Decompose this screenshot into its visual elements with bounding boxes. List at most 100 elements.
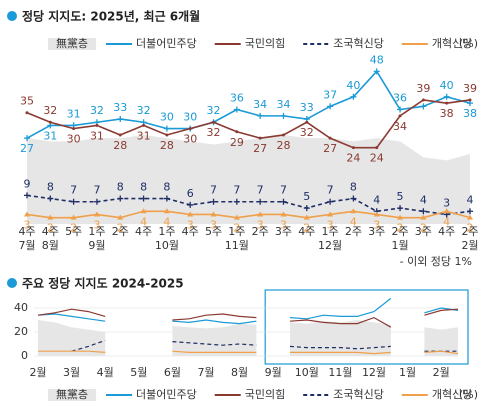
x-tick-label: 5주 (205, 225, 222, 238)
marker (303, 205, 310, 212)
marker (117, 195, 124, 202)
x-tick-label: 3주 (275, 225, 292, 238)
data-label: 3 (210, 218, 217, 231)
data-label: 30 (183, 111, 197, 124)
line (26, 99, 471, 149)
marker (257, 198, 264, 205)
marker (47, 214, 54, 220)
data-label: 8 (117, 181, 124, 194)
data-label: 8 (163, 181, 170, 194)
line (289, 316, 392, 328)
line (37, 313, 106, 322)
marker (327, 198, 334, 205)
line (26, 210, 471, 219)
month-label: 12월 (318, 239, 342, 252)
data-label: 3 (257, 218, 264, 231)
chart-title: 주요 정당 지지도 2024-2025 (22, 276, 184, 291)
marker (25, 111, 29, 115)
marker (258, 136, 262, 140)
x-tick-label: 2주 (391, 225, 408, 238)
data-label: 4 (140, 215, 147, 228)
y-tick-label: 0 (21, 349, 28, 362)
data-label: 5 (303, 190, 310, 203)
x-tick-label: 2주 (461, 225, 478, 238)
highlight-box (264, 289, 469, 365)
area (424, 327, 458, 356)
marker (48, 120, 52, 124)
area (172, 323, 257, 356)
marker (397, 106, 404, 113)
legend-label: 無黨층 (56, 387, 88, 401)
data-label: 24 (370, 152, 384, 165)
data-label: 2 (47, 222, 54, 235)
x-tick-label: 2주 (112, 225, 129, 238)
marker (257, 112, 264, 119)
line (172, 313, 257, 321)
data-label: 36 (230, 92, 244, 105)
line (71, 339, 106, 352)
marker (420, 214, 427, 220)
x-tick-label: 2월 (433, 366, 450, 379)
marker (443, 93, 450, 100)
data-label: 31 (67, 107, 81, 120)
marker (187, 201, 194, 208)
marker (72, 127, 76, 131)
x-tick-label: 12월 (362, 366, 386, 379)
marker (305, 120, 309, 124)
title-dot (7, 11, 17, 21)
marker (467, 214, 473, 220)
data-label: 30 (67, 133, 81, 146)
marker (163, 125, 170, 132)
data-label: 3 (327, 218, 334, 231)
x-tick-label: 1주 (88, 225, 105, 238)
legend-label: 국민의힘 (245, 388, 285, 401)
data-label: 30 (160, 111, 174, 124)
marker (398, 114, 402, 118)
data-label: 4 (467, 193, 474, 206)
data-label: 28 (113, 139, 127, 152)
marker (280, 211, 287, 217)
data-label: 34 (253, 98, 267, 111)
line (172, 341, 257, 346)
marker (281, 133, 285, 137)
data-label: 6 (187, 187, 194, 200)
data-label: 40 (346, 79, 360, 92)
marker (233, 106, 240, 113)
data-label: 3 (187, 218, 194, 231)
data-label: 34 (393, 120, 407, 133)
data-label: 2 (467, 222, 474, 235)
data-label: 8 (140, 181, 147, 194)
data-label: 4 (350, 215, 357, 228)
marker (350, 195, 357, 202)
marker (210, 211, 217, 217)
marker (140, 195, 147, 202)
chart-title: 정당 지지도: 2025년, 최근 6개월 (22, 9, 200, 24)
data-label: 35 (20, 95, 34, 108)
data-label: 38 (463, 107, 477, 120)
data-label: 32 (43, 104, 57, 117)
marker (117, 214, 124, 220)
data-label: 32 (300, 126, 314, 139)
data-label: 31 (43, 129, 57, 142)
marker (163, 208, 170, 214)
marker (328, 136, 332, 140)
marker (118, 133, 122, 137)
data-label: 32 (90, 104, 104, 117)
marker (233, 198, 240, 205)
unit-label: (%) (459, 388, 478, 401)
data-label: 2 (117, 222, 124, 235)
marker (93, 211, 100, 217)
area (290, 320, 391, 356)
marker (375, 146, 379, 150)
data-label: 32 (207, 126, 221, 139)
data-label: 48 (370, 53, 384, 66)
marker (188, 127, 192, 131)
line (38, 350, 106, 353)
data-label: 7 (257, 184, 264, 197)
x-tick-label: 9월 (265, 366, 282, 379)
data-label: 7 (233, 184, 240, 197)
line (37, 308, 106, 317)
x-tick-label: 10월 (295, 366, 319, 379)
line (172, 319, 257, 325)
